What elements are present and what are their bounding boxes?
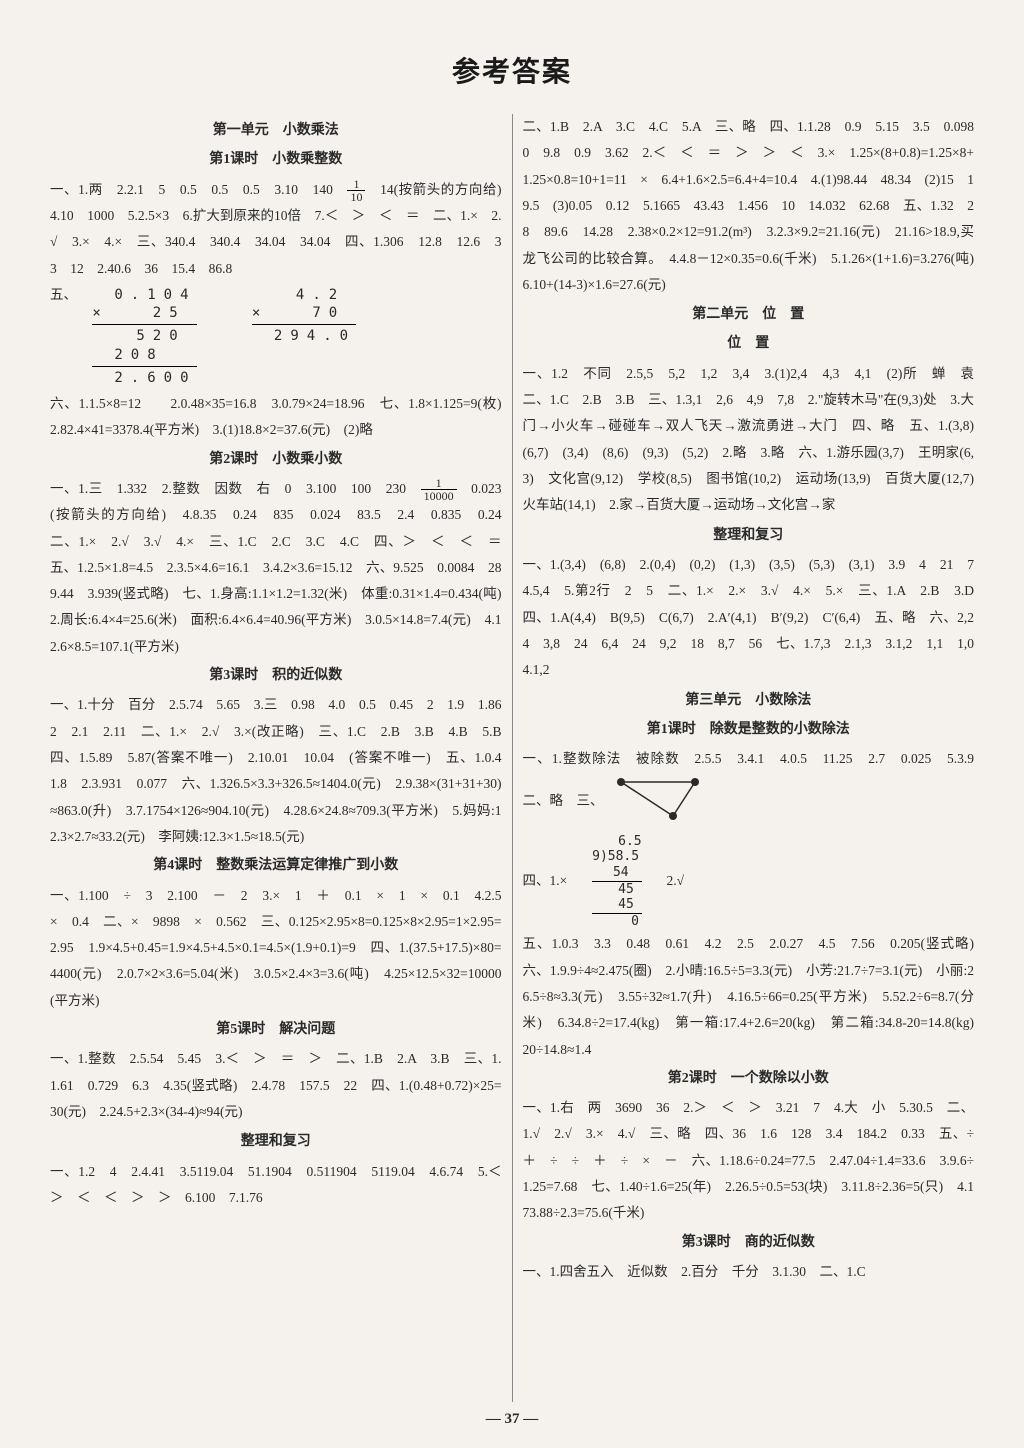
lesson5-header: 第5课时 解决问题 — [50, 1016, 502, 1043]
lesson3-1-part1: 一、1.整数除法 被除数 2.5.5 3.4.1 4.0.5 11.25 2.7… — [523, 746, 975, 832]
review-header: 整理和复习 — [50, 1128, 502, 1155]
lesson2-header: 第2课时 小数乘小数 — [50, 446, 502, 473]
lesson3-header: 第3课时 积的近似数 — [50, 662, 502, 689]
lesson1-header: 第1课时 小数乘整数 — [50, 146, 502, 173]
lesson3-content: 一、1.十分 百分 2.5.74 5.65 3.三 0.98 4.0 0.5 0… — [50, 692, 502, 850]
main-title: 参考答案 — [40, 50, 984, 90]
long-division: 6.5 9)58.5 54 45 45 0 — [592, 834, 641, 930]
calc2: 4.2 × 70 294.0 — [252, 286, 356, 346]
lesson3-2-header: 第2课时 一个数除以小数 — [523, 1065, 975, 1092]
unit2-sub: 位 置 — [523, 330, 975, 357]
review-content: 一、1.2 4 2.4.41 3.5119.04 51.1904 0.51190… — [50, 1159, 502, 1212]
lesson4-content: 一、1.100 ÷ 3 2.100 － 2 3.× 1 ＋ 0.1 × 1 × … — [50, 883, 502, 1015]
lesson2-content: 一、1.三 1.332 2.整数 因数 右 0 3.100 100 230 11… — [50, 476, 502, 660]
right-top-content: 二、1.B 2.A 3.C 4.C 5.A 三、略 四、1.1.28 0.9 5… — [523, 114, 975, 298]
left-column: 第一单元 小数乘法 第1课时 小数乘整数 一、1.两 2.2.1 5 0.5 0… — [40, 114, 513, 1402]
five-label: 五、 — [50, 287, 77, 302]
unit2-review-header: 整理和复习 — [523, 522, 975, 549]
calc1: 0.104 × 25 520 208 2.600 — [92, 286, 196, 387]
unit1-header: 第一单元 小数乘法 — [50, 117, 502, 144]
unit2-content: 一、1.2 不同 2.5,5 5,2 1,2 3,4 3.(1)2,4 4,3 … — [523, 361, 975, 519]
lesson3-1-part3: 五、1.0.3 3.3 0.48 0.61 4.2 2.5 2.0.27 4.5… — [523, 931, 975, 1063]
unit2-header: 第二单元 位 置 — [523, 301, 975, 328]
columns-container: 第一单元 小数乘法 第1课时 小数乘整数 一、1.两 2.2.1 5 0.5 0… — [40, 114, 984, 1402]
lesson3-1-header: 第1课时 除数是整数的小数除法 — [523, 716, 975, 743]
lesson5-content: 一、1.整数 2.5.54 5.45 3.＜ ＞ ＝ ＞ 二、1.B 2.A 3… — [50, 1046, 502, 1125]
lesson3-2-content: 一、1.右 两 3690 36 2.＞ ＜ ＞ 3.21 7 4.大 小 5.3… — [523, 1095, 975, 1227]
triangle-diagram — [613, 772, 703, 831]
lesson3-1-part2: 四、1.× 6.5 9)58.5 54 45 45 0 2.√ — [523, 832, 975, 932]
unit2-review-content: 一、1.(3,4) (6,8) 2.(0,4) (0,2) (1,3) (3,5… — [523, 552, 975, 684]
right-column: 二、1.B 2.A 3.C 4.C 5.A 三、略 四、1.1.28 0.9 5… — [513, 114, 985, 1402]
lesson3-3-header: 第3课时 商的近似数 — [523, 1229, 975, 1256]
lesson1-six: 六、1.1.5×8=12 2.0.48×35=16.8 3.0.79×24=18… — [50, 391, 502, 444]
lesson1-content: 一、1.两 2.2.1 5 0.5 0.5 0.5 3.10 140 110 1… — [50, 177, 502, 282]
unit3-header: 第三单元 小数除法 — [523, 687, 975, 714]
lesson1-calc-row: 五、 0.104 × 25 520 208 2.600 4.2 × 70 294… — [50, 282, 502, 391]
lesson3-3-content: 一、1.四舍五入 近似数 2.百分 千分 3.1.30 二、1.C — [523, 1259, 975, 1285]
page-number: — 37 — — [0, 1411, 1024, 1428]
lesson4-header: 第4课时 整数乘法运算定律推广到小数 — [50, 852, 502, 879]
